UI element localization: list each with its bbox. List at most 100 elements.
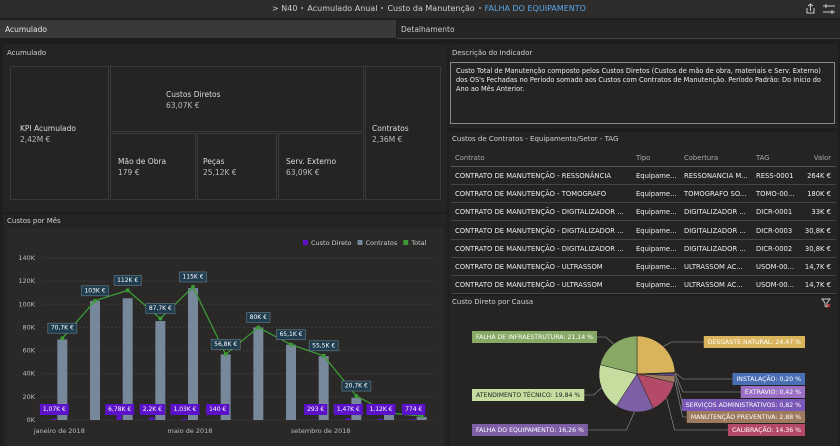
column-header: Contrato <box>455 154 485 162</box>
tile[interactable]: KPI Acumulado2,42M € <box>10 66 109 200</box>
leader-line <box>584 388 601 395</box>
tab[interactable]: Acumulado <box>0 20 396 38</box>
bar <box>188 288 198 420</box>
x-tick-label: maio de 2018 <box>168 427 213 435</box>
table-cell: RESSONANCIA M... <box>684 172 748 180</box>
tab[interactable]: Detalhamento <box>397 20 840 39</box>
tile-value: 179 € <box>118 168 139 177</box>
chart-panel: Custos por Mês 0K20K40K60K80K100K120K140… <box>3 214 447 446</box>
pie-label: CALIBRAÇÃO: 14,36 % <box>732 425 801 434</box>
data-label: 115K € <box>182 273 203 280</box>
line-point <box>60 336 64 340</box>
tile[interactable]: Peças 25,12K € <box>197 133 277 200</box>
pie-panel: Custo Direto por Causa DESGASTE NATURAL:… <box>449 296 838 446</box>
crumb[interactable]: Custo da Manutenção <box>387 4 474 13</box>
settings-icon[interactable] <box>823 4 835 14</box>
table-cell: CONTRATO DE MANUTENÇÃO - ULTRASSOM <box>455 281 603 289</box>
pie-label: INSTALAÇÃO: 0,20 % <box>736 374 801 383</box>
tile[interactable]: Serv. Externo 63,09K € <box>278 133 364 200</box>
column-header: TAG <box>756 154 769 162</box>
y-tick-label: 40K <box>22 370 35 378</box>
leader-line <box>675 373 741 392</box>
bar <box>253 327 263 420</box>
table-cell: RESS-0001 <box>756 172 793 180</box>
data-label: 140 € <box>209 406 226 413</box>
table-cell: Equipame... <box>636 208 677 216</box>
crumb[interactable]: > N40 <box>272 4 297 13</box>
table-cell: USOM-00... <box>756 281 794 289</box>
table-cell: USOM-00... <box>756 263 794 271</box>
tile-label: KPI Acumulado <box>20 124 76 133</box>
bar <box>51 419 56 420</box>
table-panel: Custos de Contratos - Equipamento/Setor … <box>449 132 838 294</box>
line-point <box>126 288 130 292</box>
tile-value: 25,12K € <box>203 168 237 177</box>
column-header: Tipo <box>636 154 650 162</box>
bar <box>384 414 394 420</box>
pie-label: ATENDIMENTO TÉCNICO: 19,84 % <box>476 390 580 399</box>
y-tick-label: 100K <box>18 300 35 308</box>
filter-icon[interactable] <box>821 298 831 308</box>
table-cell: 264K € <box>807 172 831 180</box>
table-cell: CONTRATO DE MANUTENÇÃO - RESSONÂNCIA <box>455 172 611 180</box>
line-point <box>322 354 326 358</box>
data-label: 1,12K € <box>369 406 392 413</box>
table-cell: 14,7K € <box>805 263 831 271</box>
y-tick-label: 120K <box>18 277 35 285</box>
pie-label: FALHA DO EQUIPAMENTO: 16,26 % <box>476 427 584 434</box>
column-header: Valor <box>814 154 831 162</box>
line-point <box>354 394 358 398</box>
tile[interactable]: Mão de Obra 179 € <box>110 133 196 200</box>
table-cell: 30,8K € <box>805 245 831 253</box>
table-cell: Equipame... <box>636 190 677 198</box>
leader-line <box>675 379 687 417</box>
section-title: Acumulado <box>7 49 46 57</box>
pie-label: DESGASTE NATURAL: 24,47 % <box>708 339 801 346</box>
pie-label: SERVIÇOS ADMINISTRATIVOS: 0,82 % <box>686 402 801 409</box>
chart-title: Custos por Mês <box>7 217 61 225</box>
leader-line <box>588 412 635 430</box>
tile[interactable]: Custos Diretos63,07K € <box>110 66 364 132</box>
y-tick-label: 60K <box>22 347 35 355</box>
table-cell: CONTRATO DE MANUTENÇÃO - DIGITALIZADOR .… <box>455 208 624 216</box>
share-icon[interactable] <box>807 4 814 13</box>
legend-label: Custo Direto <box>311 239 352 247</box>
y-tick-label: 20K <box>22 393 35 401</box>
leader-line <box>597 337 614 344</box>
data-label: 1,07K € <box>43 406 66 413</box>
table-cell: DICR-0003 <box>756 227 792 235</box>
tile-label: Mão de Obra <box>118 157 166 166</box>
pie-slice <box>637 336 675 374</box>
data-label: 112K € <box>117 277 138 284</box>
data-label: 6,78K € <box>108 406 131 413</box>
data-label: 70,7K € <box>51 325 74 332</box>
data-label: 56,8K € <box>214 341 237 348</box>
tile-label: Serv. Externo <box>286 157 336 166</box>
leader-line <box>663 342 703 347</box>
table-cell: DIGITALIZADOR ... <box>684 208 746 216</box>
data-label: 103K € <box>84 287 105 294</box>
table-cell: DICR-0002 <box>756 245 792 253</box>
row-divider <box>451 202 836 203</box>
data-label: 55,5K € <box>312 342 335 349</box>
table-title: Custos de Contratos - Equipamento/Setor … <box>452 135 618 143</box>
tile-value: 63,09K € <box>286 168 320 177</box>
legend-swatch <box>303 240 308 245</box>
tile-label: Peças <box>203 157 225 166</box>
crumb[interactable]: Acumulado Anual <box>307 4 377 13</box>
treemap-panel: Acumulado KPI Acumulado2,42M € Custos Di… <box>3 44 447 212</box>
tile[interactable]: Contratos2,36M € <box>365 66 441 200</box>
tile-value: 2,36M € <box>372 135 402 144</box>
bar <box>378 419 383 420</box>
table-cell: DICR-0001 <box>756 208 792 216</box>
breadcrumb: > N40 Acumulado Anual Custo da Manutenção F… <box>272 4 586 13</box>
legend-label: Total <box>410 239 426 247</box>
data-label: 293 € <box>307 406 324 413</box>
x-tick-label: setembro de 2018 <box>291 427 351 435</box>
bar <box>411 419 416 420</box>
crumb-active[interactable]: FALHA DO EQUIPAMENTO <box>485 4 586 13</box>
table-cell: DIGITALIZADOR ... <box>684 245 746 253</box>
bar <box>286 345 296 420</box>
bar <box>149 417 154 420</box>
legend-swatch <box>403 240 408 245</box>
